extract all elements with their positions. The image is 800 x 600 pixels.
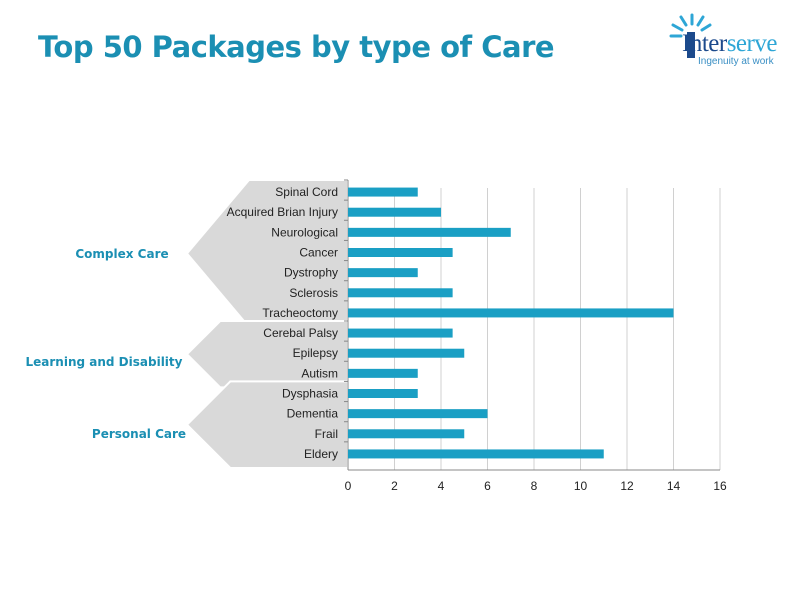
logo-word-serve: serve <box>726 30 778 57</box>
bar-8 <box>348 348 465 358</box>
bar-9 <box>348 368 418 378</box>
bar-13 <box>348 449 604 459</box>
group-label-2: Personal Care <box>92 427 186 441</box>
bar-10 <box>348 389 418 398</box>
group-label-1: Learning and Disability <box>26 355 183 369</box>
bar-7 <box>348 328 453 338</box>
category-label-3: Cancer <box>299 246 338 260</box>
x-tick-label-6: 12 <box>620 479 634 493</box>
x-tick-label-2: 4 <box>438 479 445 493</box>
x-tick-label-0: 0 <box>345 479 352 493</box>
bar-2 <box>348 227 511 237</box>
x-tick-label-5: 10 <box>574 479 588 493</box>
bar-3 <box>348 248 453 257</box>
x-tick-label-1: 2 <box>391 479 398 493</box>
category-label-12: Frail <box>315 427 338 441</box>
bar-12 <box>348 429 465 439</box>
category-label-1: Acquired Brian Injury <box>227 205 338 219</box>
category-label-13: Eldery <box>304 447 338 461</box>
category-label-10: Dysphasia <box>282 387 338 401</box>
group-label-0: Complex Care <box>75 247 168 261</box>
x-tick-label-4: 8 <box>531 479 538 493</box>
category-label-5: Sclerosis <box>289 286 338 300</box>
category-label-4: Dystrophy <box>284 266 338 280</box>
logo-starburst-icon <box>669 13 712 58</box>
bar-1 <box>348 207 441 217</box>
logo-tagline: Ingenuity at work <box>698 56 774 67</box>
bar-5 <box>348 288 453 298</box>
logo-word-inter: Inter <box>682 30 727 57</box>
interserve-logo: Interserve Ingenuity at work <box>664 12 794 72</box>
category-label-8: Epilepsy <box>293 346 338 360</box>
category-label-6: Tracheoctomy <box>262 306 338 320</box>
category-label-0: Spinal Cord <box>275 185 338 199</box>
category-label-11: Dementia <box>287 407 339 421</box>
category-label-9: Autism <box>301 366 338 380</box>
bar-4 <box>348 268 418 278</box>
page-title: Top 50 Packages by type of Care <box>38 30 555 64</box>
bar-6 <box>348 308 674 318</box>
category-label-7: Cerebal Palsy <box>263 326 338 340</box>
bar-11 <box>348 409 488 419</box>
logo-wordmark: Interserve <box>682 30 777 58</box>
x-tick-label-8: 16 <box>713 479 727 493</box>
category-label-2: Neurological <box>271 225 338 239</box>
bar-0 <box>348 187 418 197</box>
x-tick-label-7: 14 <box>667 479 681 493</box>
x-tick-label-3: 6 <box>484 479 491 493</box>
